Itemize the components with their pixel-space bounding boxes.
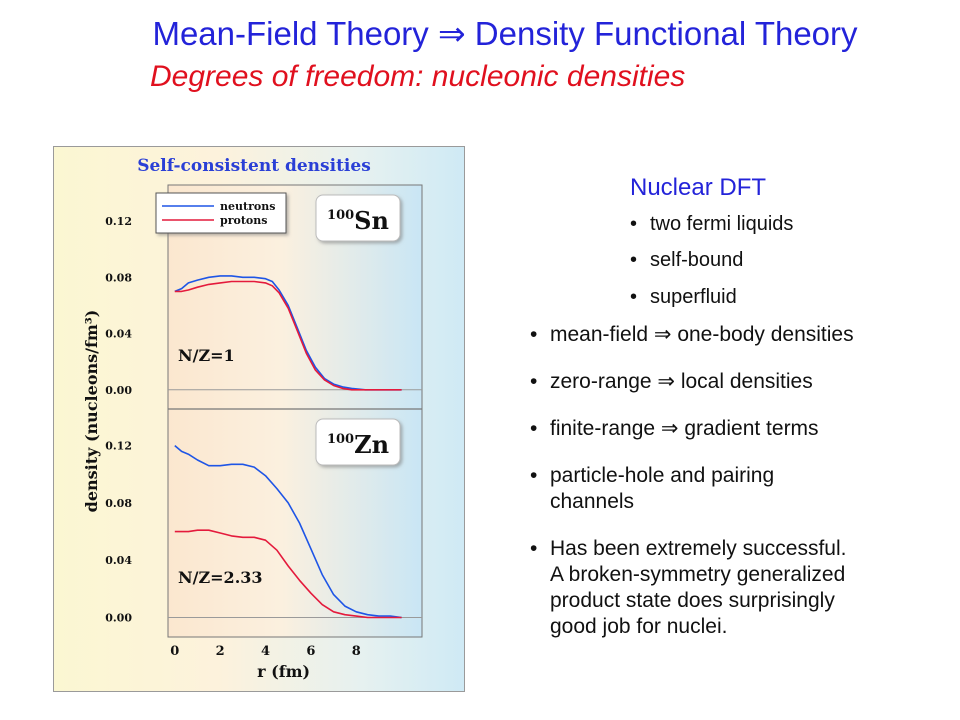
legend-label: protons: [220, 214, 267, 227]
line-text: zero-range ⇒ local densities: [550, 370, 813, 393]
series-line-neutrons: [174, 275, 402, 391]
x-axis-label: r (fm): [257, 662, 310, 681]
y-tick-label: 0.00: [105, 384, 132, 397]
list-item: finite-range ⇒ gradient terms: [530, 416, 854, 442]
line-text: channels: [550, 490, 635, 513]
element-symbol: Zn: [354, 430, 389, 459]
nuclear-dft-heading: Nuclear DFT: [630, 174, 767, 201]
list-item: zero-range ⇒ local densities: [530, 369, 854, 395]
x-tick-label: 8: [352, 644, 361, 659]
list-item: superfluid: [630, 279, 793, 315]
list-item: particle-hole and pairing channels: [530, 463, 854, 515]
series-line-protons: [174, 529, 402, 619]
nucleus-label: 100Sn: [327, 206, 389, 235]
density-figure: Self-consistent densities 0.00 0.04 0.08 0.…: [53, 146, 465, 692]
legend-label: neutrons: [220, 200, 275, 213]
nucleus-label-box: [315, 418, 401, 466]
y-tick-label: 0.04: [105, 554, 132, 567]
line-text: A broken-symmetry generalized: [550, 563, 846, 586]
slide-title: Mean-Field Theory ⇒ Density Functional T…: [152, 15, 858, 52]
mass-number: 100: [327, 208, 354, 223]
ratio-label: N/Z=1: [178, 346, 235, 365]
line-text: Has been extremely successful.: [550, 537, 847, 560]
nucleus-label-box: [315, 194, 401, 242]
nuclear-dft-list: two fermi liquids self-bound superfluid: [630, 206, 793, 315]
line-text: good job for nuclei.: [550, 615, 728, 638]
y-tick-label: 0.12: [105, 440, 132, 453]
element-symbol: Sn: [354, 206, 389, 235]
list-item: two fermi liquids: [630, 206, 793, 242]
y-axis-label: density (nucleons/fm³): [82, 310, 101, 513]
line-text: finite-range ⇒ gradient terms: [550, 417, 819, 440]
y-tick-label: 0.00: [105, 612, 132, 625]
y-tick-label: 0.08: [105, 271, 132, 284]
nucleus-label: 100Zn: [327, 430, 389, 459]
ratio-label: N/Z=2.33: [178, 568, 263, 587]
dft-points-list: mean-field ⇒ one-body densities zero-ran…: [530, 322, 854, 661]
slide-subtitle: Degrees of freedom: nucleonic densities: [150, 60, 686, 93]
x-tick-label: 0: [170, 644, 179, 659]
line-text: product state does surprisingly: [550, 589, 835, 612]
density-chart: Self-consistent densities 0.000.040.080.…: [82, 156, 423, 681]
list-item: Has been extremely successful. A broken-s…: [530, 536, 854, 640]
plot-area: [167, 184, 423, 638]
y-tick-label: 0.04: [105, 328, 132, 341]
chart-panel: 0.00 0.04 0.08 0.12 100Sn N/Z=1 neutronsproton…: [105, 192, 422, 397]
legend-box: [155, 192, 287, 234]
chart-panel: 0.00 0.04 0.08 0.12 100Zn N/Z=2.33: [105, 418, 422, 625]
x-tick-label: 2: [216, 644, 225, 659]
x-tick-label: 6: [306, 644, 315, 659]
mass-number: 100: [327, 432, 354, 447]
list-item: mean-field ⇒ one-body densities: [530, 322, 854, 348]
list-item: self-bound: [630, 242, 793, 278]
y-tick-label: 0.08: [105, 497, 132, 510]
line-text: mean-field ⇒ one-body densities: [550, 323, 854, 346]
chart-title: Self-consistent densities: [137, 156, 371, 176]
y-tick-label: 0.12: [105, 215, 132, 228]
series-line-neutrons: [174, 444, 402, 619]
line-text: particle-hole and pairing: [550, 464, 775, 487]
x-tick-label: 4: [261, 644, 270, 659]
series-line-protons: [174, 280, 402, 391]
